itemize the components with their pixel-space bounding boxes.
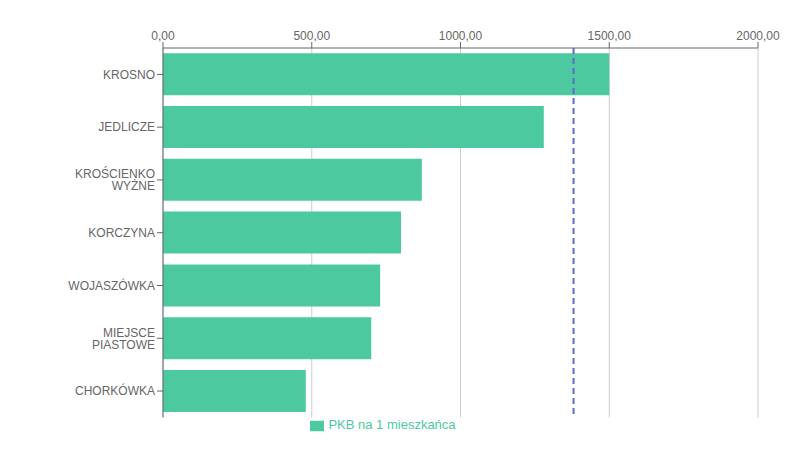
svg-text:CHORKÓWKA: CHORKÓWKA (75, 383, 155, 398)
svg-text:KROSNO: KROSNO (103, 68, 155, 82)
svg-text:JEDLICZE: JEDLICZE (98, 120, 155, 134)
svg-text:MIEJSCEPIASTOWE: MIEJSCEPIASTOWE (92, 326, 155, 352)
svg-text:1500,00: 1500,00 (588, 29, 632, 43)
svg-text:2000,00: 2000,00 (736, 29, 780, 43)
svg-text:WOJASZÓWKA: WOJASZÓWKA (68, 278, 155, 293)
svg-text:0,00: 0,00 (151, 29, 175, 43)
svg-text:KORCZYNA: KORCZYNA (88, 226, 155, 240)
html-text:PKB na 1 mieszkańca: PKB na 1 mieszkańca (328, 417, 456, 433)
svg-text:KROŚCIENKOWYŻNE: KROŚCIENKOWYŻNE (75, 166, 155, 193)
svg-text:1000,00: 1000,00 (439, 29, 483, 43)
svg-text:500,00: 500,00 (293, 29, 330, 43)
